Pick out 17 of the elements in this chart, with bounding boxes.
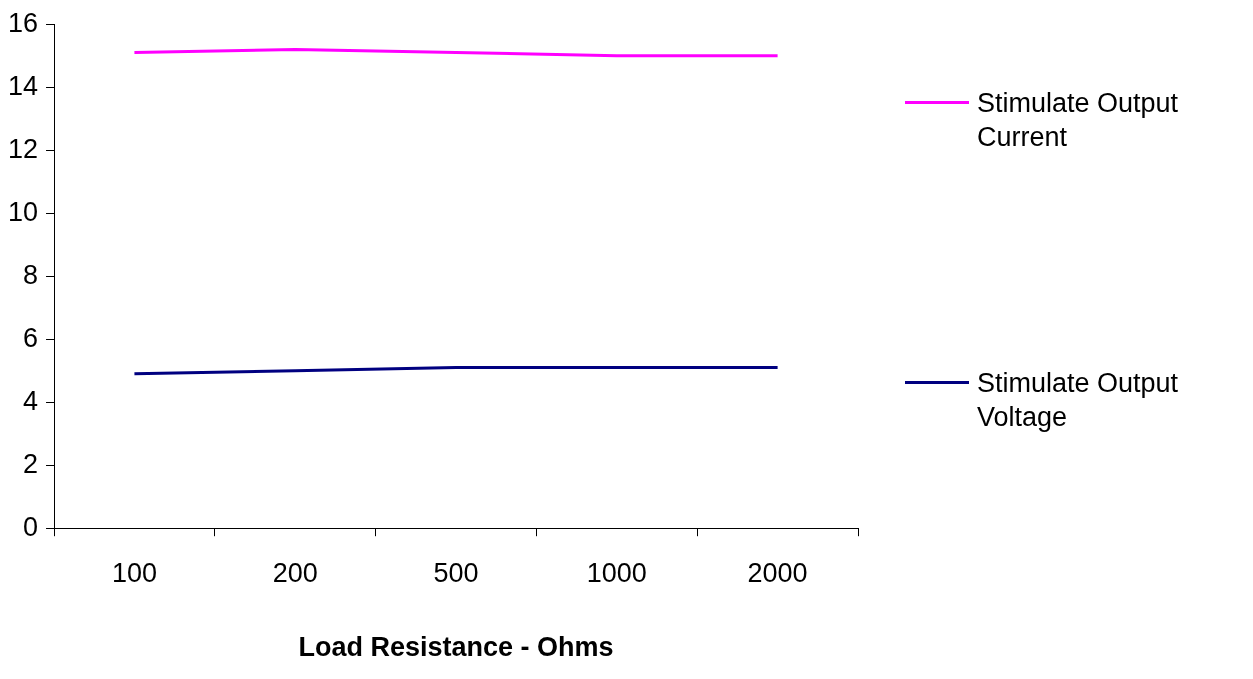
y-tick-label: 0 (23, 511, 39, 542)
legend-label: Stimulate Output Current (977, 86, 1180, 154)
x-tick-label: 200 (272, 557, 318, 588)
x-axis-title: Load Resistance - Ohms (298, 632, 614, 663)
y-tick-label: 16 (7, 7, 39, 38)
x-tick-label: 2000 (747, 557, 808, 588)
y-tick-label: 8 (23, 259, 39, 290)
y-tick-label: 14 (7, 70, 39, 101)
y-tick-label: 12 (7, 133, 39, 164)
x-tick-label: 100 (111, 557, 157, 588)
x-tick-label: 1000 (586, 557, 647, 588)
y-tick-label: 2 (23, 448, 39, 479)
legend-label: Stimulate Output Voltage (977, 366, 1180, 434)
y-tick-label: 6 (23, 322, 39, 353)
y-tick-label: 4 (23, 385, 39, 416)
y-tick-label: 10 (7, 196, 39, 227)
x-tick-label: 500 (433, 557, 479, 588)
